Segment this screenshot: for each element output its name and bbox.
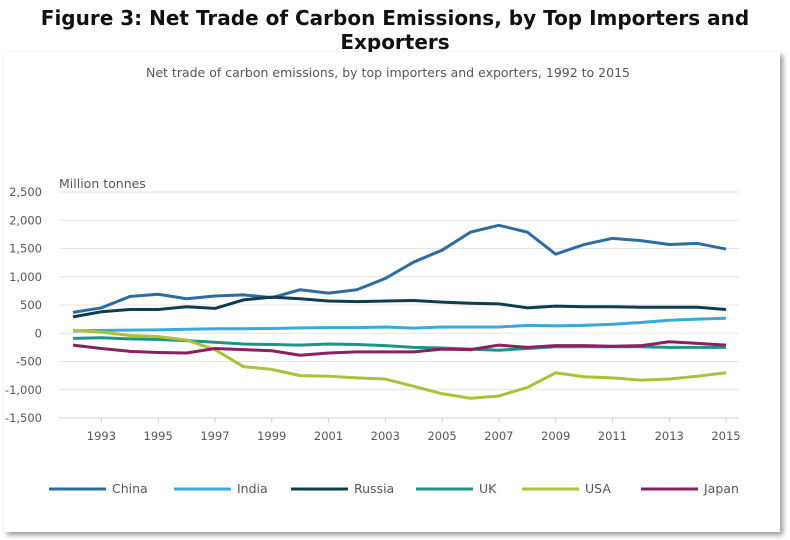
x-tick-label: 1995 (144, 429, 173, 443)
series-line-india (72, 316, 727, 333)
y-tick-label: 500 (20, 298, 42, 312)
x-tick-label: 2007 (484, 429, 513, 443)
legend-label: China (112, 481, 148, 496)
x-tick-label: 1999 (257, 429, 286, 443)
chart-panel: Net trade of carbon emissions, by top im… (4, 52, 780, 532)
series-line-usa (72, 328, 727, 400)
y-tick-label: 2,500 (9, 185, 42, 199)
chart-title: Net trade of carbon emissions, by top im… (146, 65, 630, 80)
figure-title: Figure 3: Net Trade of Carbon Emissions,… (40, 6, 750, 54)
series-line-russia (72, 295, 727, 319)
series-line-japan (72, 340, 727, 357)
series-line-china (72, 223, 727, 314)
x-tick-label: 2005 (427, 429, 456, 443)
y-tick-label: 0 (35, 326, 42, 340)
y-tick-label: -1,000 (5, 383, 42, 397)
y-tick-label: 1,000 (9, 270, 42, 284)
x-tick-label: 2011 (598, 429, 627, 443)
y-tick-label: 1,500 (9, 242, 42, 256)
legend-label: Russia (354, 481, 394, 496)
x-tick-label: 2015 (711, 429, 740, 443)
x-tick-label: 1993 (87, 429, 116, 443)
line-chart: Net trade of carbon emissions, by top im… (5, 65, 741, 496)
y-axis-label: Million tonnes (59, 176, 146, 191)
y-tick-label: -1,500 (5, 411, 42, 425)
legend-label: USA (585, 481, 611, 496)
x-tick-label: 1997 (200, 429, 229, 443)
x-tick-label: 2009 (541, 429, 570, 443)
legend-label: India (237, 481, 268, 496)
y-tick-label: 2,000 (9, 213, 42, 227)
legend-label: Japan (703, 481, 739, 496)
legend-label: UK (479, 481, 497, 496)
x-tick-label: 2013 (655, 429, 684, 443)
x-tick-label: 2003 (371, 429, 400, 443)
x-tick-label: 2001 (314, 429, 343, 443)
y-tick-label: -500 (16, 355, 42, 369)
